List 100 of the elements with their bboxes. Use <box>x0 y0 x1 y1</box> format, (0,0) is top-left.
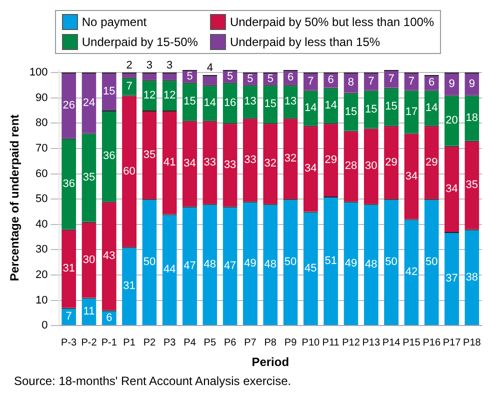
x-tick-label: P11 <box>322 337 340 348</box>
data-label: 11 <box>83 305 95 318</box>
data-label: 5 <box>186 70 193 82</box>
data-label: 31 <box>123 280 136 292</box>
data-label: 5 <box>267 72 274 85</box>
data-label: 38 <box>466 271 478 284</box>
data-label: 34 <box>304 162 317 175</box>
legend-label: Underpaid by 50% but less than 100% <box>230 15 434 29</box>
data-label: 5 <box>247 72 254 85</box>
data-label: 34 <box>446 182 458 195</box>
data-label: 32 <box>284 152 297 165</box>
x-tick-label: P8 <box>264 337 277 348</box>
data-label: 34 <box>184 158 196 170</box>
data-label: 13 <box>244 96 256 108</box>
data-label: 60 <box>123 165 136 178</box>
x-tick-label: P15 <box>402 337 421 348</box>
data-label: 6 <box>428 76 435 89</box>
x-tick-label: P7 <box>244 337 257 348</box>
data-label: 30 <box>82 254 96 266</box>
y-tick-label: 90 <box>36 92 48 104</box>
y-tick-label: 50 <box>36 193 48 206</box>
x-tick-label: P-1 <box>101 337 118 348</box>
data-label: 37 <box>446 272 458 285</box>
data-label: 31 <box>62 262 75 275</box>
data-label: 49 <box>344 257 358 270</box>
y-tick-label: 30 <box>36 244 48 256</box>
y-tick-label: 100 <box>29 66 48 79</box>
x-tick-label: P2 <box>143 337 156 348</box>
y-tick-label: 70 <box>36 142 48 154</box>
data-label: 6 <box>106 312 112 324</box>
data-label: 49 <box>244 257 256 270</box>
data-label: 36 <box>103 150 116 162</box>
data-label: 12 <box>143 89 156 102</box>
y-tick-label: 80 <box>36 117 48 130</box>
data-label: 9 <box>468 78 475 90</box>
y-tick-label: 0 <box>42 320 48 332</box>
x-tick-label: P17 <box>442 337 462 348</box>
data-label: 7 <box>66 310 72 323</box>
data-label: 15 <box>385 100 398 113</box>
data-label: 30 <box>365 160 378 172</box>
data-label: 7 <box>308 75 314 88</box>
y-tick-label: 20 <box>36 269 48 282</box>
data-label: 9 <box>448 78 455 90</box>
data-label: 28 <box>344 160 358 172</box>
data-label: 36 <box>62 178 75 190</box>
data-label: 29 <box>385 156 398 168</box>
data-label: 29 <box>324 154 337 166</box>
data-label: 47 <box>224 260 236 272</box>
data-label: 50 <box>425 256 438 268</box>
data-label: 3 <box>146 60 153 72</box>
data-label: 50 <box>385 256 398 268</box>
data-label: 48 <box>264 258 276 271</box>
data-label: 15 <box>103 86 116 98</box>
x-tick-label: P18 <box>463 337 482 348</box>
data-label: 32 <box>264 158 276 170</box>
data-label: 3 <box>166 60 173 72</box>
x-tick-label: P12 <box>342 337 360 348</box>
x-tick-label: P5 <box>204 337 216 348</box>
data-label: 50 <box>143 256 156 268</box>
data-label: 4 <box>206 62 213 74</box>
data-label: 14 <box>425 102 438 114</box>
x-tick-label: P1 <box>123 337 136 348</box>
legend-label: Underpaid by less than 15% <box>230 35 380 49</box>
y-tick-label: 60 <box>36 168 48 180</box>
data-label: 14 <box>304 102 317 114</box>
x-tick-label: P14 <box>382 337 401 348</box>
x-tick-label: P13 <box>362 337 380 348</box>
data-label: 48 <box>365 258 378 271</box>
data-label: 47 <box>184 260 196 272</box>
data-label: 44 <box>163 264 176 276</box>
data-label: 7 <box>408 75 415 88</box>
data-label: 2 <box>126 60 132 72</box>
data-label: 12 <box>163 89 176 102</box>
data-label: 8 <box>348 76 354 89</box>
data-label: 7 <box>388 72 394 85</box>
data-label: 50 <box>284 256 297 268</box>
data-label: 41 <box>163 156 176 168</box>
data-label: 33 <box>224 158 236 171</box>
data-label: 5 <box>227 70 234 82</box>
data-label: 51 <box>324 254 337 267</box>
data-label: 42 <box>405 266 418 278</box>
data-label: 35 <box>466 179 478 192</box>
data-label: 15 <box>344 106 358 118</box>
data-label: 35 <box>82 172 96 184</box>
data-label: 20 <box>446 114 458 127</box>
data-label: 6 <box>287 72 294 84</box>
data-label: 7 <box>126 80 132 92</box>
data-label: 33 <box>244 154 256 166</box>
y-axis-title: Percentage of underpaid rent <box>8 114 22 282</box>
x-tick-label: P-3 <box>61 337 78 348</box>
x-tick-label: P16 <box>422 337 441 348</box>
data-label: 16 <box>224 96 236 109</box>
data-label: 34 <box>405 170 418 182</box>
data-label: 26 <box>62 99 75 112</box>
data-label: 18 <box>466 112 478 124</box>
data-label: 35 <box>143 148 156 161</box>
x-tick-label: P-2 <box>81 337 98 348</box>
x-tick-label: P3 <box>163 337 176 348</box>
data-label: 6 <box>328 74 334 86</box>
data-label: 24 <box>82 96 96 109</box>
